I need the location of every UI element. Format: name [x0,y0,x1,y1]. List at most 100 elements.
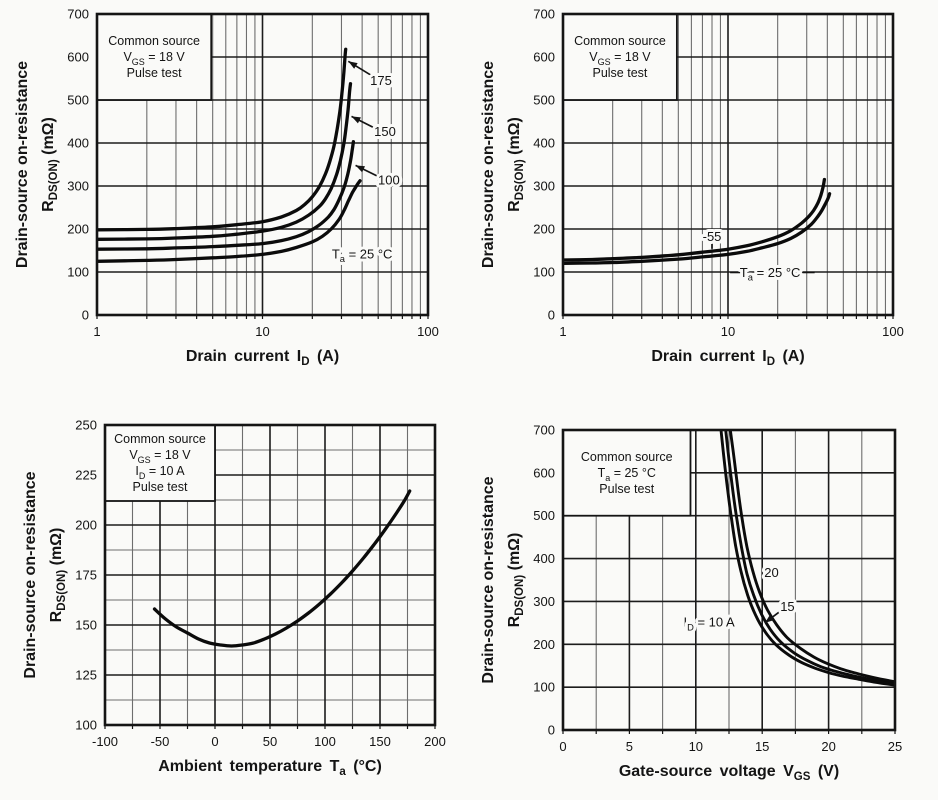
series-ta-175 [97,47,348,232]
y-tick-label: 100 [75,718,97,733]
plot-frame [561,428,897,732]
y-tick-label: 0 [548,308,555,323]
y-tick-label: 250 [75,418,97,433]
y-tick-label: 100 [533,265,555,280]
y-axis-title-line2: RDS(ON) (mΩ) [506,117,526,212]
x-tick-label: 100 [314,734,336,749]
x-tick-label: -50 [151,734,170,749]
conditions-text: Common source [574,34,666,48]
x-axis-title: Gate-source voltage VGS (V) [619,763,839,783]
x-axis-title: Drain current ID (A) [651,348,804,368]
x-tick-label: 20 [821,739,835,754]
y-tick-label: 400 [67,136,89,151]
y-axis-title-line2: RDS(ON) (mΩ) [40,117,60,212]
conditions-box [562,429,692,517]
y-tick-label: 600 [67,50,89,65]
y-tick-label: 400 [533,136,555,151]
y-axis-title-line1: Drain-source on-resistance [14,61,31,268]
conditions-text: Common source [581,450,673,464]
callout-arrow-head [355,165,366,173]
x-tick-label: 10 [721,324,735,339]
y-axis-title-line1: Drain-source on-resistance [480,476,497,683]
curve-label: Ta = 25 °C [740,265,801,283]
x-axis-title: Ambient temperature Ta (°C) [158,758,382,778]
curve-label: 15 [780,599,794,614]
conditions-text: VGS = 18 V [589,50,651,67]
y-tick-label: 400 [533,551,555,566]
y-tick-label: 225 [75,468,97,483]
curve-label: 20 [764,565,778,580]
series-ta-150 [97,82,353,241]
y-tick-label: 175 [75,568,97,583]
conditions-box [96,13,213,101]
y-tick-label: 0 [548,723,555,738]
y-tick-label: 150 [75,618,97,633]
x-tick-label: 1 [93,324,100,339]
series-id-15a [724,430,895,686]
y-tick-label: 700 [533,7,555,22]
series-ta-100 [97,140,356,251]
x-tick-label: 0 [559,739,566,754]
series-group [97,47,362,263]
plot-frame [103,423,437,727]
x-tick-label: 10 [255,324,269,339]
curve-label: 175 [370,73,392,88]
curve-label: 100 [378,172,400,187]
x-axis-title: Drain current ID (A) [186,348,339,368]
x-tick-label: 200 [424,734,446,749]
series-group [719,430,895,687]
y-axis-title-line2: RDS(ON) (mΩ) [48,528,68,623]
y-tick-label: 100 [533,680,555,695]
y-axis-title-line1: Drain-source on-resistance [22,471,39,678]
y-tick-label: 700 [533,423,555,438]
curve-label: ID = 10 A [683,615,735,633]
conditions-text: ID = 10 A [135,464,185,481]
y-tick-label: 700 [67,7,89,22]
y-axis-title-line1: Drain-source on-resistance [480,61,497,268]
series-ta-25 [563,192,832,266]
x-tick-label: 1 [559,324,566,339]
curve-label: 150 [374,124,396,139]
curve-label: Ta = 25 °C [332,246,393,264]
conditions-text: Ta = 25 °C [598,466,656,483]
y-tick-label: 100 [67,265,89,280]
y-tick-label: 200 [67,222,89,237]
conditions-text: VGS = 18 V [123,50,185,67]
series-ta-minus55 [563,177,827,262]
x-tick-label: 100 [417,324,439,339]
y-tick-label: 500 [533,93,555,108]
y-tick-label: 500 [533,508,555,523]
y-tick-label: 200 [75,518,97,533]
plot-frame [95,12,430,317]
callout-arrow-head [348,61,358,69]
x-tick-label: 0 [211,734,218,749]
y-tick-label: 200 [533,222,555,237]
series-ta-25 [97,179,362,263]
y-axis-title-line2: RDS(ON) (mΩ) [506,533,526,628]
x-tick-label: 100 [882,324,904,339]
y-tick-label: 600 [533,50,555,65]
y-tick-label: 600 [533,465,555,480]
conditions-box [562,13,678,101]
conditions-text: Pulse test [127,66,182,80]
series-rdson-temp [152,489,412,648]
conditions-text: VGS = 18 V [129,448,191,465]
curve-label: -55 [703,229,722,244]
x-tick-label: 25 [888,739,902,754]
series-id-20a [728,430,895,684]
series-group [152,489,412,648]
y-tick-label: 300 [533,179,555,194]
x-tick-label: 15 [755,739,769,754]
conditions-text: Pulse test [592,66,647,80]
x-tick-label: 50 [263,734,277,749]
grid-minor [146,14,421,315]
y-tick-label: 200 [533,637,555,652]
y-tick-label: 500 [67,93,89,108]
x-tick-label: 150 [369,734,391,749]
curve-labels: ID = 10 A 20 15 [680,562,797,636]
